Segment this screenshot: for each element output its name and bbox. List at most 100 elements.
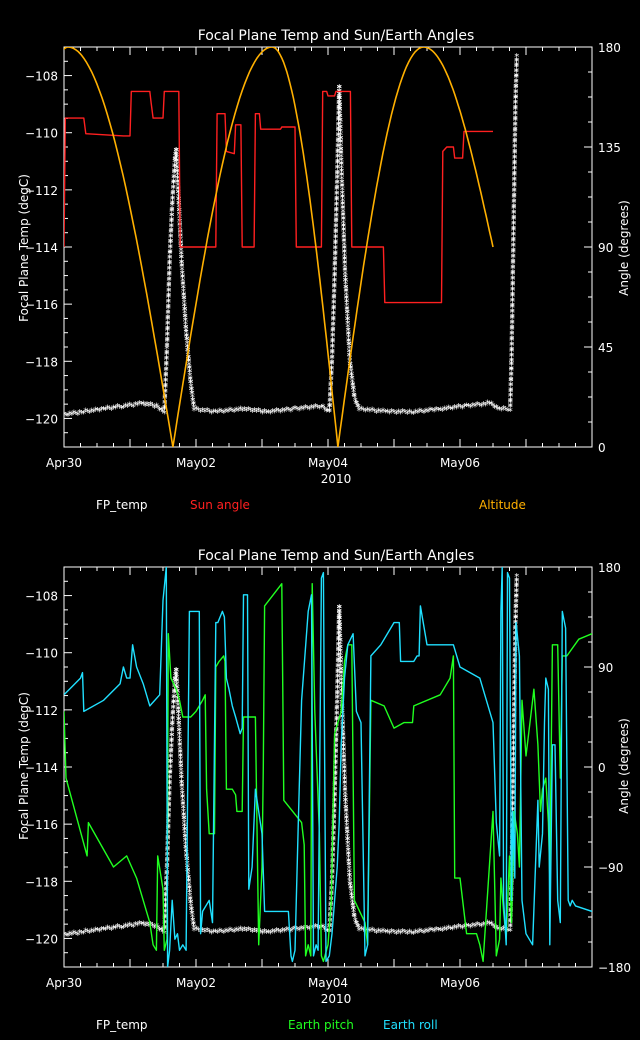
- fp-temp-point: *: [167, 249, 172, 260]
- fp-temp-point: *: [511, 236, 516, 247]
- fp-temp-point: *: [345, 312, 350, 323]
- fp-temp-point: *: [169, 742, 174, 753]
- fp-temp-point: *: [177, 737, 182, 748]
- fp-temp-point: *: [511, 744, 516, 755]
- fp-temp-point: *: [511, 214, 516, 225]
- fp-temp-point: *: [171, 704, 176, 715]
- fp-temp-point: *: [347, 347, 352, 358]
- fp-temp-point: *: [171, 183, 176, 194]
- fp-temp-point: *: [254, 408, 259, 419]
- fp-temp-point: *: [154, 401, 159, 412]
- fp-temp-point: *: [350, 381, 355, 392]
- fp-temp-point: *: [105, 924, 110, 935]
- fp-temp-point: *: [336, 138, 341, 149]
- fp-temp-point: *: [167, 769, 172, 780]
- fp-temp-point: *: [351, 388, 356, 399]
- fp-temp-point: *: [167, 260, 172, 271]
- fp-temp-point: *: [359, 404, 364, 415]
- fp-temp-point: *: [509, 370, 514, 381]
- fp-temp-point: *: [262, 927, 267, 938]
- fp-temp-point: *: [514, 587, 519, 598]
- fp-temp-point: *: [165, 314, 170, 325]
- fp-temp-point: *: [513, 634, 518, 645]
- fp-temp-point: *: [295, 405, 300, 416]
- fp-temp-point: *: [511, 225, 516, 236]
- fp-temp-point: *: [479, 922, 484, 933]
- fp-temp-point: *: [341, 229, 346, 240]
- fp-temp-point: *: [171, 703, 176, 714]
- fp-temp-point: *: [179, 778, 184, 789]
- fp-temp-point: *: [342, 262, 347, 273]
- fp-temp-point: *: [340, 182, 345, 193]
- fp-temp-point: *: [174, 670, 179, 681]
- fp-temp-point: *: [512, 712, 517, 723]
- fp-temp-point: *: [163, 907, 168, 918]
- fp-temp-point: *: [168, 244, 173, 255]
- fp-temp-point: *: [514, 598, 519, 609]
- fp-temp-point: *: [331, 829, 336, 840]
- fp-temp-point: *: [341, 226, 346, 237]
- fp-temp-point: *: [163, 387, 168, 398]
- fp-temp-point: *: [347, 861, 352, 872]
- fp-temp-point: *: [164, 354, 169, 365]
- fp-temp-point: *: [394, 409, 399, 420]
- fp-temp-point: *: [162, 919, 167, 930]
- fp-temp-point: *: [333, 763, 338, 774]
- fp-temp-point: *: [513, 120, 518, 131]
- y2-axis-label: Angle (degrees): [617, 200, 631, 296]
- fp-temp-point: *: [165, 331, 170, 342]
- fp-temp-point: *: [501, 404, 506, 415]
- fp-temp-point: *: [338, 116, 343, 127]
- fp-temp-point: *: [329, 364, 334, 375]
- fp-temp-point: *: [512, 657, 517, 668]
- fp-temp-point: *: [170, 715, 175, 726]
- fp-temp-point: *: [244, 406, 249, 417]
- fp-temp-point: *: [345, 828, 350, 839]
- fp-temp-point: *: [511, 768, 516, 779]
- fp-temp-point: *: [337, 109, 342, 120]
- fp-temp-point: *: [337, 610, 342, 621]
- fp-temp-point: *: [332, 796, 337, 807]
- fp-temp-point: *: [330, 354, 335, 365]
- fp-temp-point: *: [346, 860, 351, 871]
- fp-temp-point: *: [186, 873, 191, 884]
- fp-temp-point: *: [165, 342, 170, 353]
- fp-temp-point: *: [513, 614, 518, 625]
- fp-temp-point: *: [224, 407, 229, 418]
- fp-temp-point: *: [341, 735, 346, 746]
- fp-temp-point: *: [194, 924, 199, 935]
- fp-temp-point: *: [514, 73, 519, 84]
- fp-temp-point: *: [354, 399, 359, 410]
- fp-temp-point: *: [330, 326, 335, 337]
- fp-temp-point: *: [351, 905, 356, 916]
- fp-temp-point: *: [166, 806, 171, 817]
- fp-temp-point: *: [168, 768, 173, 779]
- fp-temp-point: *: [328, 390, 333, 401]
- fp-temp-point: *: [170, 199, 175, 210]
- fp-temp-point: *: [338, 134, 343, 145]
- fp-temp-point: *: [196, 926, 201, 937]
- fp-temp-point: *: [514, 82, 519, 93]
- fp-temp-point: *: [240, 407, 245, 418]
- y-tick-label: −114: [25, 761, 58, 775]
- fp-temp-point: *: [167, 275, 172, 286]
- fp-temp-point: *: [511, 204, 516, 215]
- fp-temp-point: *: [339, 152, 344, 163]
- fp-temp-point: *: [176, 188, 181, 199]
- fp-temp-point: *: [511, 746, 516, 757]
- fp-temp-point: *: [178, 748, 183, 759]
- fp-temp-point: *: [400, 927, 405, 938]
- fp-temp-point: *: [109, 925, 114, 936]
- fp-temp-point: *: [510, 319, 515, 330]
- fp-temp-point: *: [335, 678, 340, 689]
- fp-temp-point: *: [343, 272, 348, 283]
- fp-temp-point: *: [168, 752, 173, 763]
- fp-temp-point: *: [335, 673, 340, 684]
- fp-temp-point: *: [115, 922, 120, 933]
- fp-temp-point: *: [338, 665, 343, 676]
- fp-temp-point: *: [335, 169, 340, 180]
- fp-temp-point: *: [347, 875, 352, 886]
- fp-temp-point: *: [226, 928, 231, 939]
- fp-temp-point: *: [331, 304, 336, 315]
- fp-temp-point: *: [338, 665, 343, 676]
